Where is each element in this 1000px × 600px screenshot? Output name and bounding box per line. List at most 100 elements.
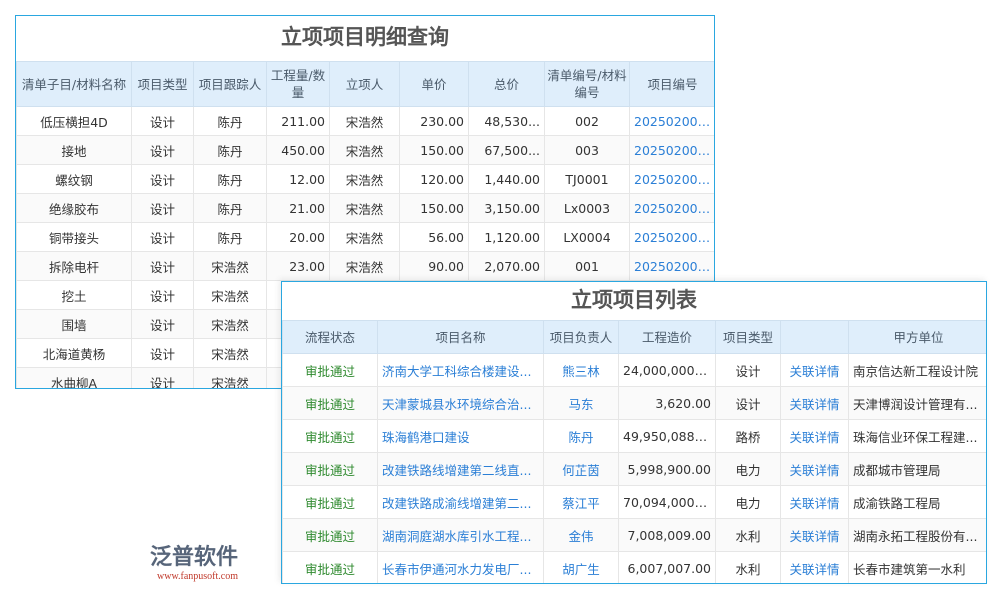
table-cell: 宋浩然: [329, 251, 400, 281]
table-cell[interactable]: 关联详情: [780, 518, 849, 552]
table-row[interactable]: 接地 设计 陈丹 450.00 宋浩然 150.00 67,500... 003 2025020…: [16, 135, 714, 165]
table-cell: 设计: [131, 367, 194, 388]
column-header: 项目类型: [715, 320, 781, 354]
table-cell: 设计: [131, 164, 194, 194]
table-cell: 审批通过: [282, 518, 378, 552]
table-cell[interactable]: 关联详情: [780, 353, 849, 387]
column-header: 清单子目/材料名称: [16, 61, 132, 107]
project-list-table: 流程状态 项目名称 项目负责人 工程造价 项目类型 甲方单位 审批通过 济南大学工科综合楼建设…: [282, 320, 986, 583]
table-cell: 5,998,900.00: [618, 452, 716, 486]
table-cell: 设计: [131, 251, 194, 281]
column-header: 工程造价: [618, 320, 716, 354]
table-cell[interactable]: 2025020004: [629, 164, 714, 194]
table-cell[interactable]: 珠海鹤港口建设: [377, 419, 544, 453]
table-cell: 陈丹: [193, 222, 267, 252]
table-cell: 24,000,000.00: [618, 353, 716, 387]
table-cell: 设计: [131, 280, 194, 310]
table-cell: 南京信达新工程设计院: [848, 353, 986, 387]
table-row[interactable]: 审批通过 天津蒙城县水环境综合治... 马东 3,620.00 设计 关联详情 天津博润设计…: [282, 386, 986, 420]
table-cell: 长春市建筑第一水利: [848, 551, 986, 583]
table-cell: 设计: [715, 353, 781, 387]
table-cell: 审批通过: [282, 386, 378, 420]
table-cell[interactable]: 改建铁路线增建第二线直...: [377, 452, 544, 486]
table-cell: 陈丹: [193, 193, 267, 223]
logo-url: www.fanpusoft.com: [157, 571, 239, 582]
table-cell: 7,008,009.00: [618, 518, 716, 552]
table-cell: 49,950,088.00: [618, 419, 716, 453]
table-cell[interactable]: 天津蒙城县水环境综合治...: [377, 386, 544, 420]
table-cell: 审批通过: [282, 485, 378, 519]
table-row[interactable]: 拆除电杆 设计 宋浩然 23.00 宋浩然 90.00 2,070.00 001 2025020…: [16, 251, 714, 281]
table-cell: 宋浩然: [329, 193, 400, 223]
table-cell[interactable]: 长春市伊通河水力发电厂...: [377, 551, 544, 583]
table-cell: 成渝铁路工程局: [848, 485, 986, 519]
table-cell[interactable]: 胡广生: [543, 551, 619, 583]
table-cell: 陈丹: [193, 135, 267, 165]
table-cell[interactable]: 马东: [543, 386, 619, 420]
table-cell: Lx0003: [544, 193, 630, 223]
table-cell[interactable]: 2025020004: [629, 106, 714, 136]
table-row[interactable]: 审批通过 改建铁路成渝线增建第二... 蔡江平 70,094,000.00 电力 关联详情…: [282, 485, 986, 519]
table-cell[interactable]: 2025020004: [629, 135, 714, 165]
table-cell: 水利: [715, 518, 781, 552]
table-row[interactable]: 螺纹钢 设计 陈丹 12.00 宋浩然 120.00 1,440.00 TJ0001 20250…: [16, 164, 714, 194]
table-cell: 拆除电杆: [16, 251, 132, 281]
table-cell: 3,620.00: [618, 386, 716, 420]
detail-query-panel: 立项项目明细查询 清单子目/材料名称 项目类型 项目跟踪人 工程量/数量 立项人 单价 总价…: [15, 15, 715, 389]
table-cell: 绝缘胶布: [16, 193, 132, 223]
table-cell: 6,007,007.00: [618, 551, 716, 583]
table-cell: 宋浩然: [329, 135, 400, 165]
table-cell[interactable]: 湖南洞庭湖水库引水工程...: [377, 518, 544, 552]
table-cell: 150.00: [399, 193, 469, 223]
table-cell[interactable]: 改建铁路成渝线增建第二...: [377, 485, 544, 519]
table-row[interactable]: 审批通过 济南大学工科综合楼建设... 熊三林 24,000,000.00 设计 关联详情…: [282, 353, 986, 387]
table-cell: 宋浩然: [193, 280, 267, 310]
table-row[interactable]: 审批通过 湖南洞庭湖水库引水工程... 金伟 7,008,009.00 水利 关联详情 湖南…: [282, 518, 986, 552]
table-cell: 003: [544, 135, 630, 165]
table-cell[interactable]: 蔡江平: [543, 485, 619, 519]
table-cell[interactable]: 2025020003: [629, 251, 714, 281]
column-header: 甲方单位: [848, 320, 986, 354]
table-row[interactable]: 审批通过 珠海鹤港口建设 陈丹 49,950,088.00 路桥 关联详情 珠海信业环保工程…: [282, 419, 986, 453]
table-row[interactable]: 审批通过 长春市伊通河水力发电厂... 胡广生 6,007,007.00 水利 关联详情长…: [282, 551, 986, 583]
column-header: 流程状态: [282, 320, 378, 354]
table-cell: 230.00: [399, 106, 469, 136]
table-cell: 宋浩然: [193, 251, 267, 281]
table-cell: 设计: [131, 193, 194, 223]
table-cell[interactable]: 关联详情: [780, 551, 849, 583]
logo-text: 泛普软件: [150, 545, 239, 570]
table-cell: 1,120.00: [468, 222, 545, 252]
table-cell: 1,440.00: [468, 164, 545, 194]
table-cell[interactable]: 熊三林: [543, 353, 619, 387]
detail-table: 清单子目/材料名称 项目类型 项目跟踪人 工程量/数量 立项人 单价 总价 清单编号/材料编号…: [16, 61, 714, 388]
column-header: 项目编号: [629, 61, 714, 107]
table-cell[interactable]: 2025020004: [629, 222, 714, 252]
table-cell[interactable]: 关联详情: [780, 419, 849, 453]
table-row[interactable]: 低压横担4D 设计 陈丹 211.00 宋浩然 230.00 48,530... 002 202…: [16, 106, 714, 136]
table-cell: 湖南永拓工程股份有...: [848, 518, 986, 552]
column-header: 项目类型: [131, 61, 194, 107]
table-cell[interactable]: 关联详情: [780, 386, 849, 420]
table-cell[interactable]: 何芷茵: [543, 452, 619, 486]
table-cell: 宋浩然: [329, 222, 400, 252]
table-cell: 设计: [131, 135, 194, 165]
table-row[interactable]: 审批通过 改建铁路线增建第二线直... 何芷茵 5,998,900.00 电力 关联详情成…: [282, 452, 986, 486]
table-cell[interactable]: 济南大学工科综合楼建设...: [377, 353, 544, 387]
table-cell[interactable]: 2025020004: [629, 193, 714, 223]
table-cell[interactable]: 关联详情: [780, 485, 849, 519]
table-cell: 宋浩然: [193, 309, 267, 339]
table-cell[interactable]: 陈丹: [543, 419, 619, 453]
table-cell: 12.00: [266, 164, 330, 194]
table-cell: 001: [544, 251, 630, 281]
table-cell: 电力: [715, 485, 781, 519]
table-row[interactable]: 绝缘胶布 设计 陈丹 21.00 宋浩然 150.00 3,150.00 Lx0003 2025…: [16, 193, 714, 223]
table-cell: 审批通过: [282, 551, 378, 583]
table-cell[interactable]: 关联详情: [780, 452, 849, 486]
table-cell: 3,150.00: [468, 193, 545, 223]
column-header: 项目跟踪人: [193, 61, 267, 107]
table-cell: 设计: [131, 222, 194, 252]
table-row[interactable]: 铜带接头 设计 陈丹 20.00 宋浩然 56.00 1,120.00 LX0004 20250…: [16, 222, 714, 252]
table-cell[interactable]: 金伟: [543, 518, 619, 552]
table-cell: 宋浩然: [329, 164, 400, 194]
column-header: 立项人: [329, 61, 400, 107]
